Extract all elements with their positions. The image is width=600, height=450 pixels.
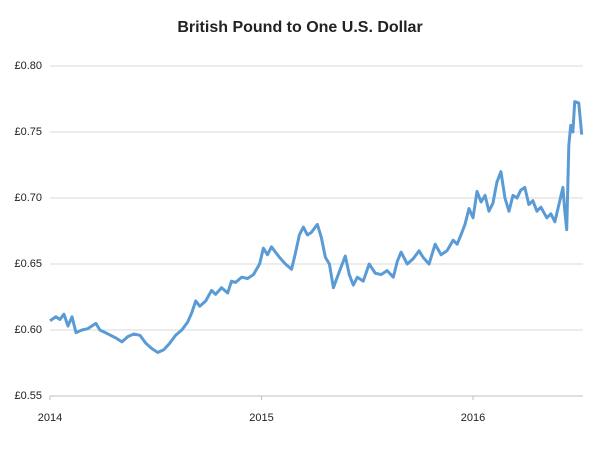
y-tick-label: £0.80 xyxy=(14,60,42,72)
x-tick-label: 2016 xyxy=(461,412,485,424)
chart-title: British Pound to One U.S. Dollar xyxy=(177,19,422,36)
y-tick-label: £0.55 xyxy=(14,390,42,402)
data-line xyxy=(49,100,584,354)
y-tick-label: £0.75 xyxy=(14,126,42,138)
x-tick-label: 2015 xyxy=(249,412,273,424)
y-tick-label: £0.65 xyxy=(14,258,42,270)
y-tick-label: £0.60 xyxy=(14,324,42,336)
y-tick-label: £0.70 xyxy=(14,192,42,204)
x-tick-label: 2014 xyxy=(38,412,62,424)
